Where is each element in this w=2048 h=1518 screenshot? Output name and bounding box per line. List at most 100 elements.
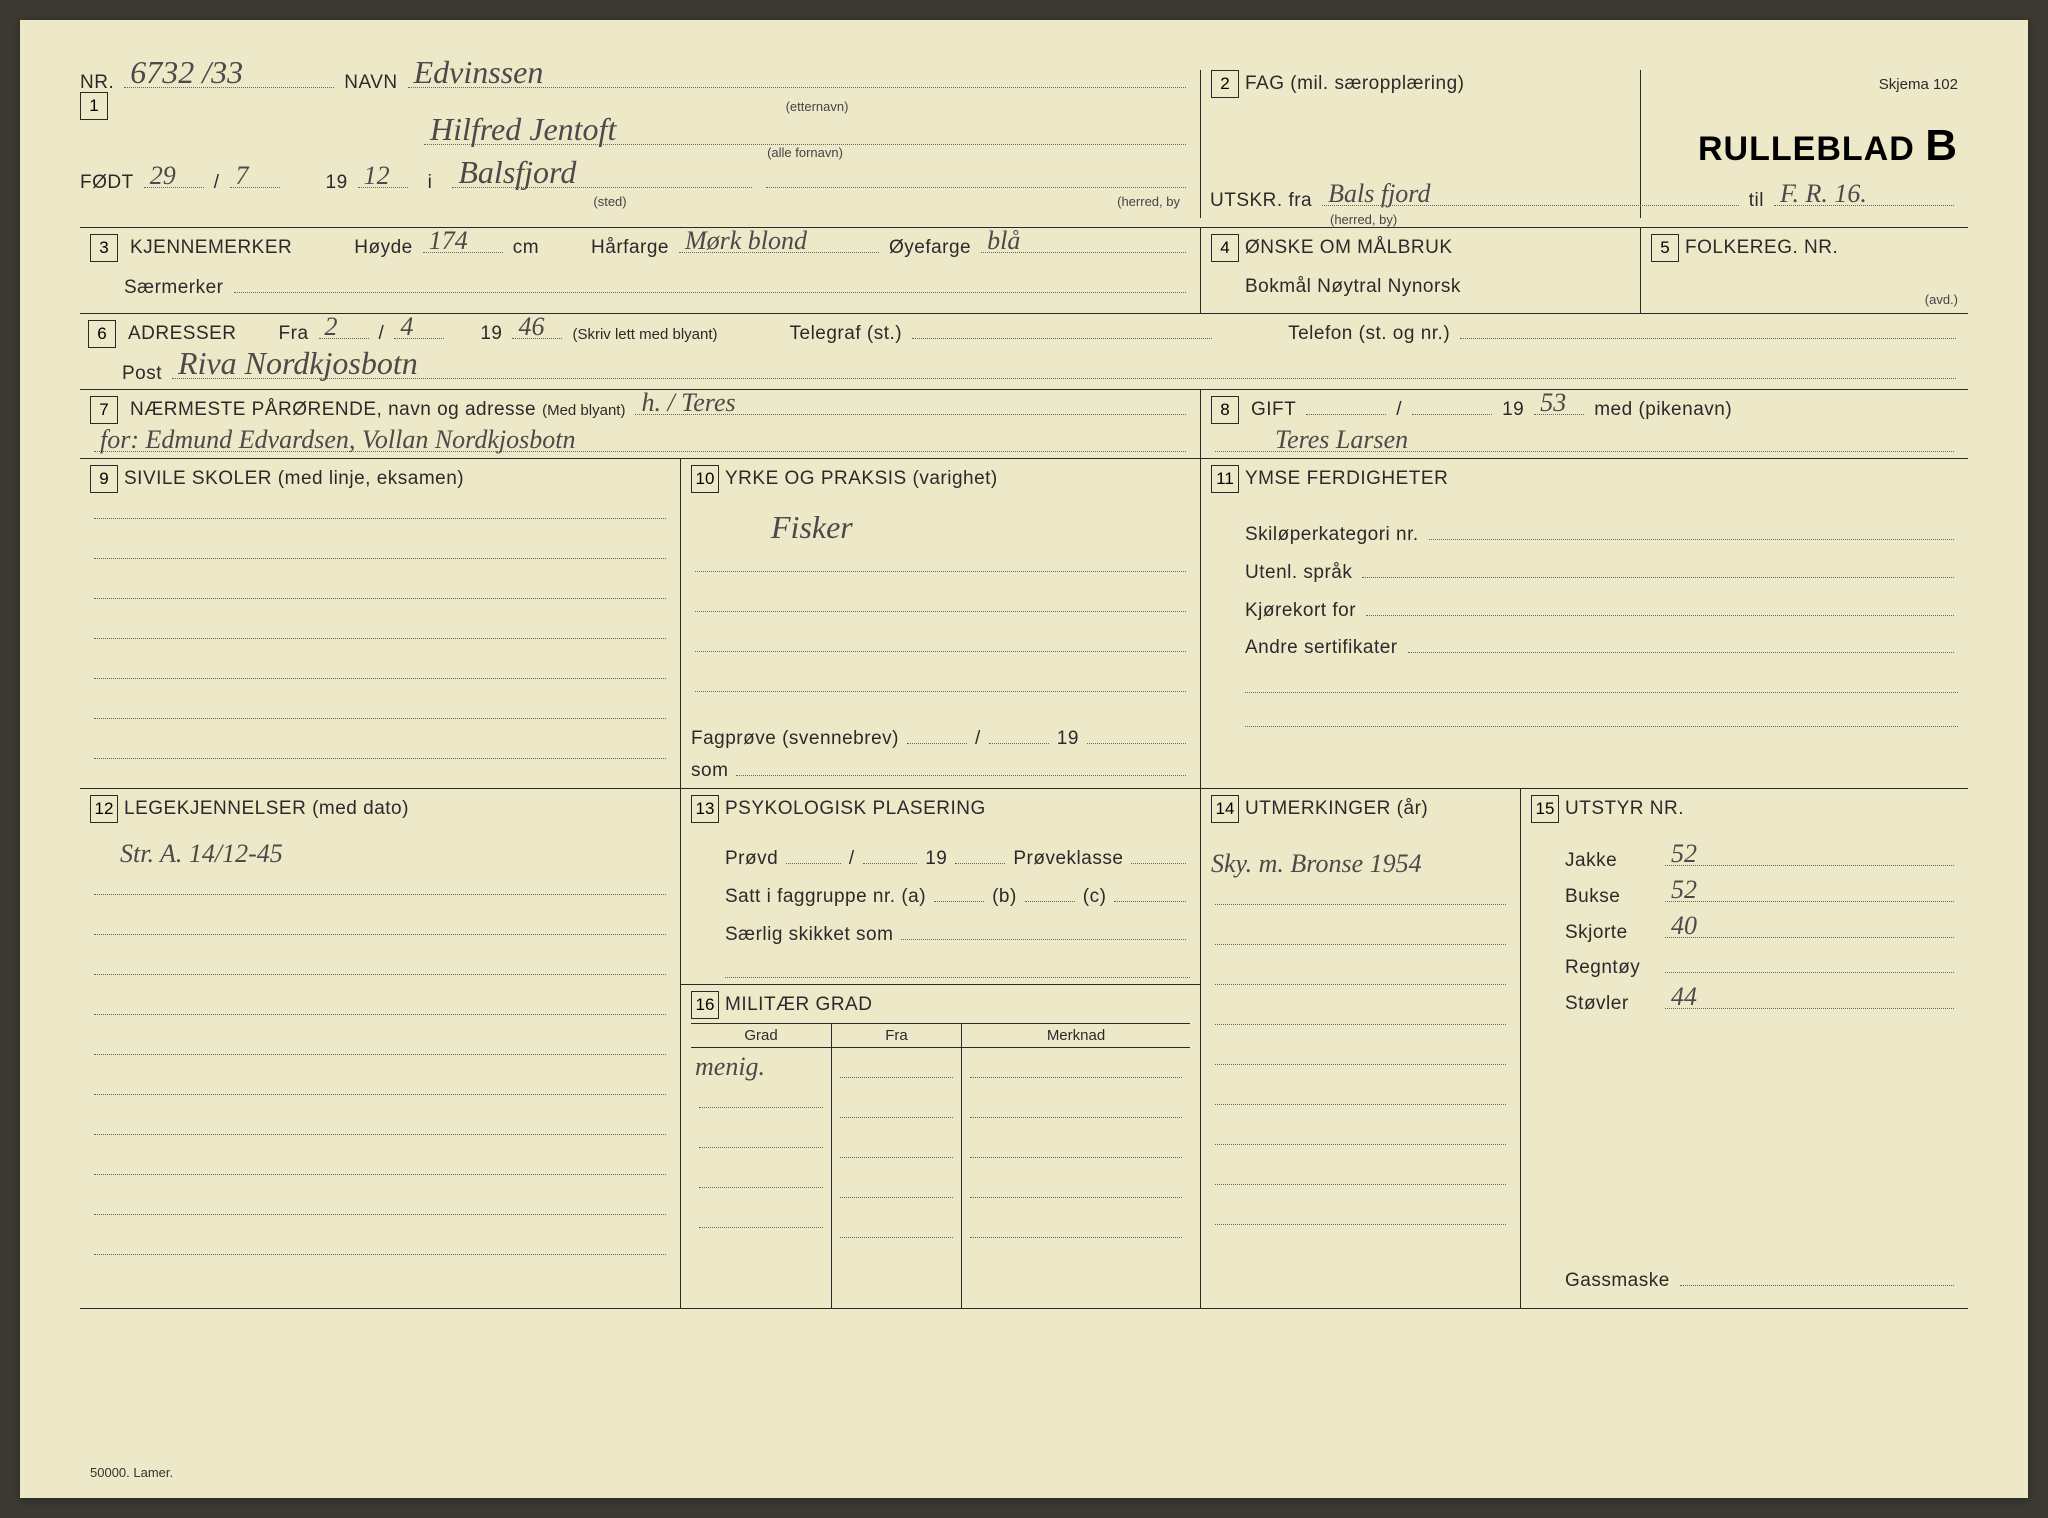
section-13: 13 PSYKOLOGISK PLASERING Prøvd / 19 Prøv…: [681, 789, 1200, 984]
adresser-label: ADRESSER: [128, 323, 237, 345]
psyk-label: PSYKOLOGISK PLASERING: [725, 798, 986, 820]
yrke-label: YRKE OG PRAKSIS (varighet): [725, 468, 998, 490]
gassmaske-label: Gassmaske: [1565, 1270, 1670, 1292]
box-number-4: 4: [1211, 234, 1239, 262]
til-value: F. R. 16.: [1780, 179, 1867, 209]
section-12: 12 LEGEKJENNELSER (med dato) Str. A. 14/…: [80, 789, 680, 1308]
cm-label: cm: [513, 237, 539, 259]
post-value: Riva Nordkjosbotn: [178, 345, 418, 382]
utstyr-item-value: 40: [1671, 911, 1697, 941]
fag-label: FAG (mil. særopplæring): [1245, 73, 1465, 95]
utstyr-item-label: Skjorte: [1565, 922, 1655, 944]
box-number-14: 14: [1211, 795, 1239, 823]
fagprove-year-prefix: 19: [1057, 728, 1079, 750]
box-number-10: 10: [691, 465, 719, 493]
navn-label: NAVN: [344, 72, 397, 94]
utstyr-item-value: 52: [1671, 839, 1697, 869]
utmerk-value: Sky. m. Bronse 1954: [1211, 849, 1510, 879]
b-label: (b): [992, 886, 1017, 908]
oyefarge-value: blå: [987, 226, 1020, 256]
skjema-label: Skjema 102: [1651, 76, 1958, 93]
utstyr-item: Regntøy: [1565, 956, 1958, 980]
utstyr-item-label: Bukse: [1565, 886, 1655, 908]
utstyr-item-value: 52: [1671, 875, 1697, 905]
box-number-9: 9: [90, 465, 118, 493]
box-number-15: 15: [1531, 795, 1559, 823]
section-6: 6 ADRESSER Fra 2 / 4 19 46 (Skriv lett m…: [80, 313, 1968, 390]
med-pikenavn: med (pikenavn): [1594, 399, 1732, 421]
til-label: til: [1749, 190, 1764, 212]
utskr-fra: Bals fjord: [1328, 179, 1430, 209]
grad-value: menig.: [695, 1052, 765, 1081]
parorende-label: NÆRMESTE PÅRØRENDE, navn og adresse: [130, 399, 536, 421]
section-5: 5 FOLKEREG. NR. (avd.): [1640, 228, 1968, 313]
kjennemerker-label: KJENNEMERKER: [130, 237, 292, 259]
utstyr-item-label: Jakke: [1565, 850, 1655, 872]
section-10: 10 YRKE OG PRAKSIS (varighet) Fisker Fag…: [680, 459, 1200, 788]
telegraf-label: Telegraf (st.): [790, 323, 903, 345]
title-word: RULLEBLAD: [1698, 130, 1915, 168]
section-4: 4 ØNSKE OM MÅLBRUK Bokmål Nøytral Nynors…: [1200, 228, 1640, 313]
box-number-11: 11: [1211, 465, 1239, 493]
utstyr-item: Jakke52: [1565, 849, 1958, 873]
fra-year: 46: [518, 312, 544, 342]
col-fra: Fra: [831, 1024, 961, 1047]
med-blyant: (Med blyant): [542, 402, 625, 419]
utstyr-item: Bukse52: [1565, 884, 1958, 908]
post-label: Post: [122, 363, 162, 385]
box-number-16: 16: [691, 991, 719, 1019]
lege-value: Str. A. 14/12-45: [120, 839, 670, 869]
box-number-5: 5: [1651, 234, 1679, 262]
gift-year: 53: [1540, 388, 1566, 418]
sarmerker-label: Særmerker: [124, 277, 224, 299]
section-7: 7 NÆRMESTE PÅRØRENDE, navn og adresse (M…: [80, 390, 1200, 458]
fodt-year: 12: [364, 161, 390, 191]
malbruk-label: ØNSKE OM MÅLBRUK: [1245, 237, 1453, 259]
skriv-note: (Skriv lett med blyant): [572, 326, 717, 343]
section-8: 8 GIFT / 19 53 med (pikenavn) Teres Lars…: [1200, 390, 1968, 458]
proveklasse-label: Prøveklasse: [1013, 848, 1123, 870]
utmerk-label: UTMERKINGER (år): [1245, 798, 1428, 820]
section-16: 16 MILITÆR GRAD Grad Fra Merknad menig.: [681, 984, 1200, 1308]
parorende-line2: for: Edmund Edvardsen, Vollan Nordkjosbo…: [100, 425, 575, 455]
section-9: 9 SIVILE SKOLER (med linje, eksamen): [80, 459, 680, 788]
andre-label: Andre sertifikater: [1245, 637, 1398, 659]
gift-value: Teres Larsen: [1275, 425, 1408, 455]
section-14: 14 UTMERKINGER (år) Sky. m. Bronse 1954: [1200, 789, 1520, 1308]
section-11: 11 YMSE FERDIGHETER Skiløperkategori nr.…: [1200, 459, 1968, 788]
fra-month: 4: [400, 312, 413, 342]
avd-sublabel: (avd.): [1651, 292, 1958, 307]
hoyde-value: 174: [429, 226, 468, 256]
etternavn-value: Edvinssen: [414, 54, 544, 91]
fodt-day: 29: [150, 161, 176, 191]
utstyr-item-label: Støvler: [1565, 993, 1655, 1015]
malbruk-options: Bokmål Nøytral Nynorsk: [1245, 276, 1630, 298]
fra-year-prefix: 19: [480, 323, 502, 345]
box-number-8: 8: [1211, 396, 1239, 424]
fra-day: 2: [325, 312, 338, 342]
sted-value: Balsfjord: [458, 154, 576, 191]
utstyr-item-label: Regntøy: [1565, 957, 1655, 979]
title-text: RULLEBLAD B: [1651, 121, 1958, 171]
harfarge-label: Hårfarge: [591, 237, 669, 259]
gift-label: GIFT: [1251, 399, 1296, 421]
box-number-6: 6: [88, 320, 116, 348]
box-number-2: 2: [1211, 70, 1239, 98]
title-suffix: B: [1925, 121, 1958, 170]
box-number-3: 3: [90, 234, 118, 262]
provd-year-prefix: 19: [925, 848, 947, 870]
oyefarge-label: Øyefarge: [889, 237, 971, 259]
kjorekort-label: Kjørekort for: [1245, 600, 1356, 622]
utstyr-item: Støvler44: [1565, 991, 1958, 1015]
col-merknad: Merknad: [961, 1024, 1190, 1047]
utstyr-label: UTSTYR NR.: [1565, 798, 1684, 820]
telefon-label: Telefon (st. og nr.): [1288, 323, 1450, 345]
form-card: NR. 6732 /33 NAVN Edvinssen 1 (etternavn…: [20, 20, 2028, 1498]
section-3: 3 KJENNEMERKER Høyde 174 cm Hårfarge Mør…: [80, 228, 1200, 313]
parorende-line1: h. / Teres: [641, 388, 735, 418]
box-number-1: 1: [80, 92, 108, 120]
fra-label: Fra: [279, 323, 309, 345]
utskr-label: UTSKR. fra: [1210, 190, 1312, 212]
c-label: (c): [1083, 886, 1107, 908]
folkereg-label: FOLKEREG. NR.: [1685, 237, 1838, 259]
